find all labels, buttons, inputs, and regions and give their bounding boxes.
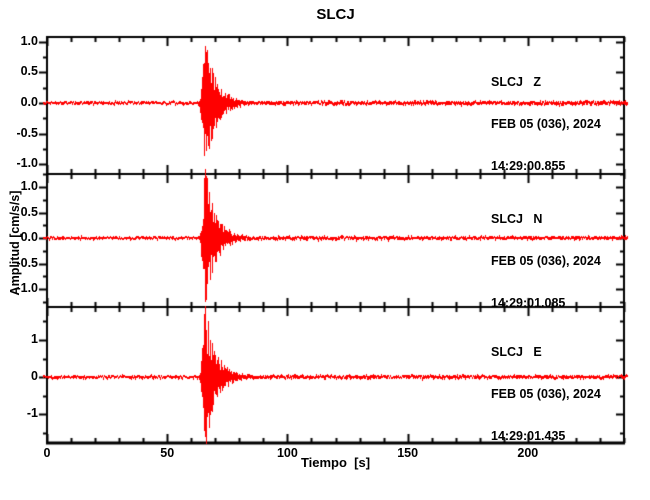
y-tick-label: 1	[31, 331, 38, 346]
start-time-label: 14:29:01.435	[491, 429, 566, 443]
y-tick-label: 1.0	[20, 179, 38, 194]
figure-title: SLCJ	[316, 6, 355, 23]
y-tick-label: 1.0	[20, 33, 38, 48]
y-tick-label: -1	[26, 406, 38, 421]
x-tick-label: 150	[397, 446, 419, 460]
y-tick-label: -1.0	[16, 156, 38, 171]
start-time-label: 14:29:00.855	[491, 159, 566, 173]
panel-annotation-e: SLCJ E FEB 05 (036), 2024 14:29:01.435	[491, 317, 601, 471]
y-tick-label: 0.5	[20, 64, 38, 79]
y-tick-label: -0.5	[16, 125, 38, 140]
date-label: FEB 05 (036), 2024	[491, 387, 601, 401]
x-tick-label: 100	[276, 446, 298, 460]
y-tick-label: 0.0	[20, 95, 38, 110]
x-tick-label: 50	[160, 446, 175, 460]
x-tick-label: 0	[43, 446, 51, 460]
station-channel-label: SLCJ Z	[491, 75, 542, 89]
start-time-label: 14:29:01.085	[491, 296, 566, 310]
panel-annotation-z: SLCJ Z FEB 05 (036), 2024 14:29:00.855	[491, 47, 601, 201]
panel-annotation-n: SLCJ N FEB 05 (036), 2024 14:29:01.085	[491, 184, 601, 338]
y-tick-label: 0.5	[20, 204, 38, 219]
station-channel-label: SLCJ N	[491, 212, 543, 226]
y-tick-label: -0.5	[16, 255, 38, 270]
date-label: FEB 05 (036), 2024	[491, 254, 601, 268]
x-axis-label: Tiempo [s]	[300, 455, 371, 470]
date-label: FEB 05 (036), 2024	[491, 117, 601, 131]
y-tick-label: 0	[31, 369, 38, 384]
station-channel-label: SLCJ E	[491, 345, 542, 359]
y-tick-label: 0.0	[20, 230, 38, 245]
x-tick-label: 200	[517, 446, 539, 460]
y-tick-label: -1.0	[16, 281, 38, 296]
